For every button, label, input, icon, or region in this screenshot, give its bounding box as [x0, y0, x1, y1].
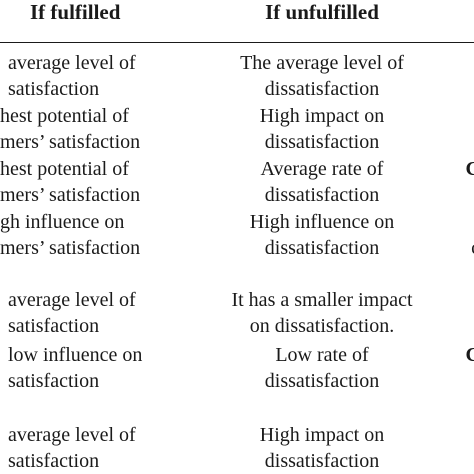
- row-7-fulfilled-line-1: average level of: [8, 424, 136, 446]
- row-6-unfulfilled-line-2: dissatisfaction: [264, 370, 380, 392]
- header-if-fulfilled: If fulfilled: [30, 0, 121, 24]
- row-7-unfulfilled: High impact on dissatisfaction: [174, 422, 470, 474]
- row-4-fulfilled-line-2: mers’ satisfaction: [0, 237, 141, 259]
- row-1-fulfilled-line-1: average level of: [8, 52, 136, 74]
- row-1-unfulfilled: The average level of dissatisfaction: [174, 50, 470, 102]
- row-1-fulfilled: average level of satisfaction: [8, 50, 136, 102]
- row-5-fulfilled-line-2: satisfaction: [8, 315, 100, 337]
- row-3-unfulfilled-line-1: Average rate of: [260, 158, 384, 180]
- row-3-fulfilled-line-1: hest potential of: [0, 158, 129, 180]
- row-5-fulfilled-line-1: average level of: [8, 289, 136, 311]
- row-6-clipped-fragment: C: [465, 344, 474, 366]
- row-5-fulfilled: average level of satisfaction: [8, 287, 136, 339]
- row-3-unfulfilled: Average rate of dissatisfaction: [174, 156, 470, 208]
- row-5-unfulfilled-line-1: It has a smaller impact: [231, 289, 413, 311]
- row-5-unfulfilled: It has a smaller impact on dissatisfacti…: [174, 287, 470, 339]
- row-2-unfulfilled: High impact on dissatisfaction: [174, 103, 470, 155]
- row-4-fulfilled: gh influence on mers’ satisfaction: [0, 209, 140, 261]
- header-if-unfulfilled: If unfulfilled: [265, 0, 379, 24]
- row-6-fulfilled-line-1: low influence on: [8, 344, 143, 366]
- row-2-unfulfilled-line-2: dissatisfaction: [264, 131, 380, 153]
- row-4-unfulfilled-line-1: High influence on: [249, 211, 395, 233]
- row-5-unfulfilled-line-2: on dissatisfaction.: [249, 315, 395, 337]
- row-2-fulfilled-line-2: mers’ satisfaction: [0, 131, 141, 153]
- row-2-unfulfilled-line-1: High impact on: [259, 105, 385, 127]
- row-7-fulfilled-line-2: satisfaction: [8, 450, 100, 472]
- row-3-fulfilled: hest potential of mers’ satisfaction: [0, 156, 140, 208]
- row-2-fulfilled-line-1: hest potential of: [0, 105, 129, 127]
- row-6-fulfilled-line-2: satisfaction: [8, 370, 100, 392]
- header-rule: [0, 42, 474, 43]
- row-4-unfulfilled: High influence on dissatisfaction: [174, 209, 470, 261]
- row-4-fulfilled-line-1: gh influence on: [0, 211, 125, 233]
- row-7-unfulfilled-line-1: High impact on: [259, 424, 385, 446]
- row-6-unfulfilled-line-1: Low rate of: [275, 344, 369, 366]
- row-1-fulfilled-line-2: satisfaction: [8, 78, 100, 100]
- row-3-fulfilled-line-2: mers’ satisfaction: [0, 184, 141, 206]
- row-3-clipped-fragment: C: [465, 158, 474, 180]
- row-2-fulfilled: hest potential of mers’ satisfaction: [0, 103, 140, 155]
- row-4-clipped-fragment: c: [471, 235, 474, 261]
- row-4-unfulfilled-line-2: dissatisfaction: [264, 237, 380, 259]
- row-7-fulfilled: average level of satisfaction: [8, 422, 136, 474]
- row-7-unfulfilled-line-2: dissatisfaction: [264, 450, 380, 472]
- row-1-unfulfilled-line-2: dissatisfaction: [264, 78, 380, 100]
- row-6-unfulfilled: Low rate of dissatisfaction: [174, 342, 470, 394]
- row-1-unfulfilled-line-1: The average level of: [240, 52, 404, 74]
- row-6-fulfilled: low influence on satisfaction: [8, 342, 142, 394]
- row-3-unfulfilled-line-2: dissatisfaction: [264, 184, 380, 206]
